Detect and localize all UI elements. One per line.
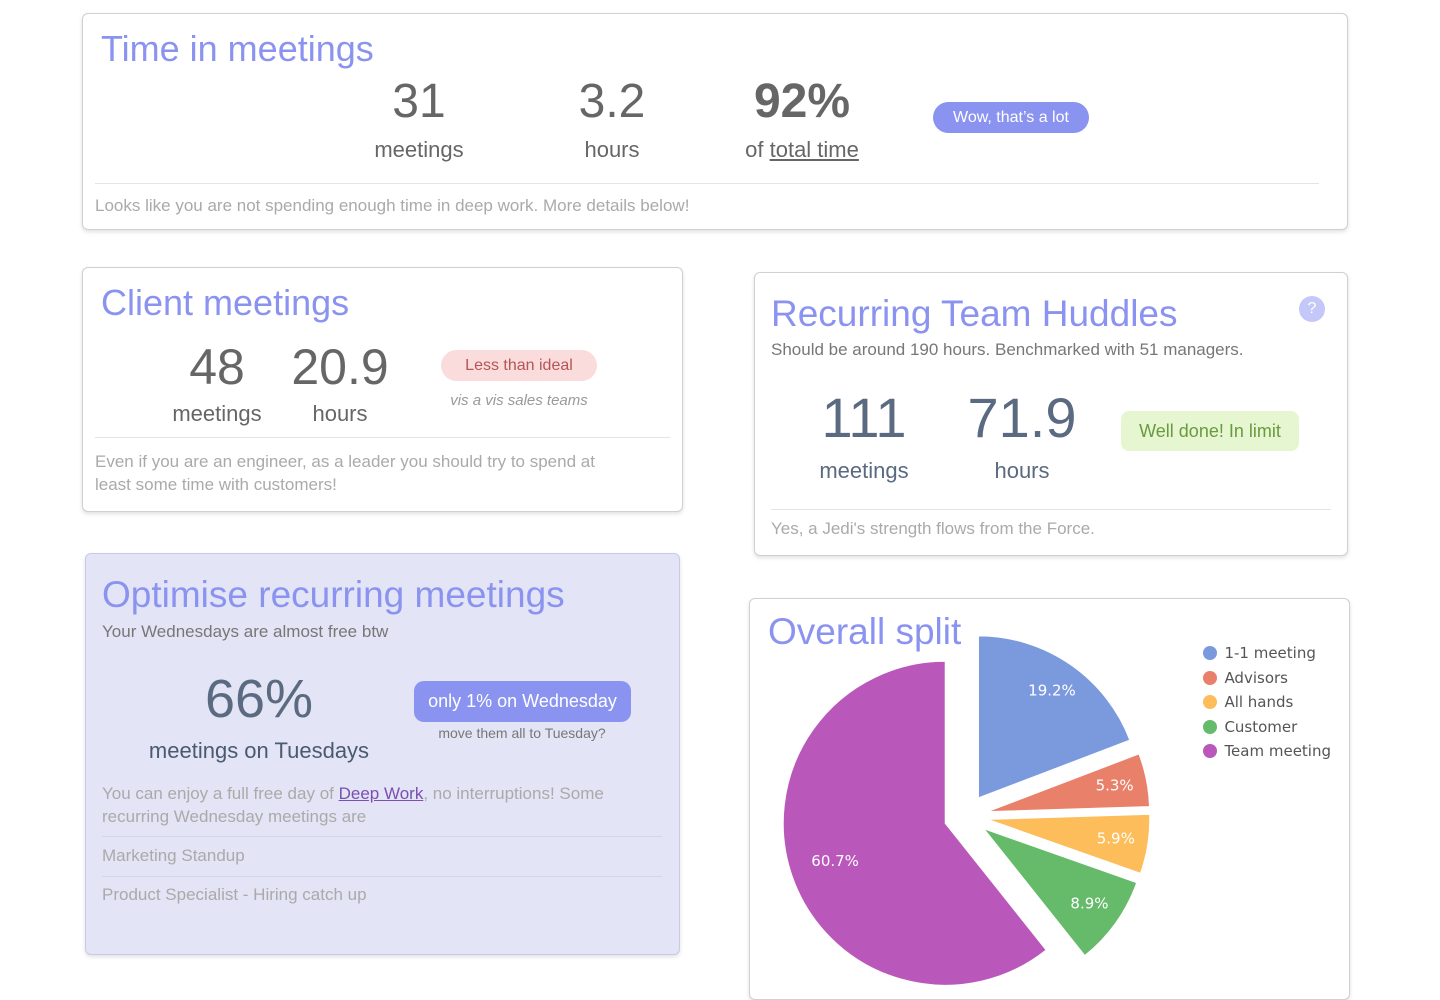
pie-slice [987, 813, 1151, 874]
legend-item: All hands [1203, 690, 1331, 715]
legend-label: Customer [1224, 717, 1298, 736]
card-subtitle: Should be around 190 hours. Benchmarked … [771, 340, 1244, 359]
stat-value: 66% [204, 669, 314, 729]
stat-value: 71.9 [967, 386, 1077, 449]
pie-slice [987, 753, 1151, 813]
legend-label: Advisors [1224, 668, 1288, 687]
slice-label: 5.9% [1097, 830, 1135, 848]
legend-swatch [1203, 695, 1218, 710]
time-card: Time in meetings 31 meetings 3.2 hours 9… [82, 13, 1348, 230]
card-title: Overall split [768, 611, 962, 652]
card-title: Recurring Team Huddles [771, 293, 1178, 334]
badge: Less than ideal [441, 350, 597, 381]
slice-label: 5.3% [1096, 777, 1134, 795]
legend-label: All hands [1224, 693, 1294, 712]
card-note: Yes, a Jedi's strength flows from the Fo… [771, 519, 1095, 538]
stat-value: 48 [189, 339, 245, 395]
slice-label: 60.7% [811, 852, 859, 870]
slice-label: 19.2% [1028, 682, 1076, 700]
page: {"time_card": {"title": "Time in meeting… [82, 13, 1350, 1000]
body: Time in meetings 31 meetings 3.2 hours 9… [82, 13, 1350, 1000]
label-prefix: of [745, 137, 764, 162]
split-card: 19.2% 5.3% 5.9% 8.9% 60.7% Overall split 1-1… [749, 598, 1350, 1000]
legend-item: Team meeting [1203, 739, 1331, 764]
help-icon[interactable]: ? [1299, 296, 1325, 322]
legend: 1-1 meeting Advisors All hands Customer Team… [1203, 641, 1331, 764]
stat-label: hours [584, 137, 640, 162]
body-text: You can enjoy a full free day of Deep Wo… [102, 782, 642, 828]
stat-value: 31 [392, 75, 446, 128]
legend-item: Customer [1203, 715, 1331, 740]
card-note: Looks like you are not spending enough t… [95, 196, 690, 215]
client-card: Client meetings 48 meetings 20.9 hours L… [82, 267, 683, 512]
card-title: Client meetings [101, 282, 350, 323]
legend-item: 1-1 meeting [1203, 641, 1331, 666]
stat-label: meetings [374, 137, 464, 162]
button-note: move them all to Tuesday? [438, 725, 606, 741]
slice-label: 8.9% [1070, 894, 1108, 912]
stat-label: hours [994, 458, 1050, 483]
legend-swatch [1203, 646, 1218, 661]
label-link[interactable]: total time [769, 137, 859, 162]
pie-slice [977, 635, 1131, 799]
legend-label: 1-1 meeting [1224, 644, 1316, 663]
stat-label: hours [312, 401, 368, 426]
legend-item: Advisors [1203, 666, 1331, 691]
divider [771, 509, 1331, 510]
meeting-item: Product Specialist - Hiring catch up [102, 885, 367, 904]
badge: Wow, that’s a lot [933, 102, 1089, 133]
stat-label: meetings on Tuesdays [148, 738, 370, 763]
badge-note: vis a vis sales teams [450, 392, 588, 409]
stat-value: 20.9 [291, 339, 389, 395]
card-note: Even if you are an engineer, as a leader… [95, 452, 595, 494]
huddles-card: Recurring Team Huddles ? Should be aroun… [754, 272, 1348, 556]
optimise-card: Optimise recurring meetings Your Wednesd… [85, 553, 680, 955]
divider [95, 183, 1319, 184]
stat-label: meetings [172, 401, 262, 426]
divider [95, 437, 670, 438]
legend-swatch [1203, 670, 1218, 685]
legend-swatch [1203, 744, 1218, 759]
link[interactable]: Deep Work [338, 784, 424, 803]
button[interactable]: only 1% on Wednesday [414, 681, 631, 722]
stat-value: 92% [753, 75, 851, 128]
meeting-item: Marketing Standup [102, 846, 245, 865]
stat-label: of total time [745, 137, 859, 163]
card-title: Time in meetings [101, 28, 374, 69]
card-title: Optimise recurring meetings [102, 574, 565, 615]
text: , no interruptions! Some recurring Wedne… [102, 784, 604, 826]
divider [102, 876, 662, 877]
badge: Well done! In limit [1121, 411, 1299, 451]
stat-value: 111 [821, 386, 907, 449]
text: You can enjoy a full free day of [102, 784, 334, 803]
stat-value: 3.2 [578, 75, 646, 128]
stat-label: meetings [819, 458, 909, 483]
divider [102, 836, 662, 837]
legend-label: Team meeting [1224, 742, 1331, 761]
card-subtitle: Your Wednesdays are almost free btw [102, 622, 389, 641]
legend-swatch [1203, 719, 1218, 734]
